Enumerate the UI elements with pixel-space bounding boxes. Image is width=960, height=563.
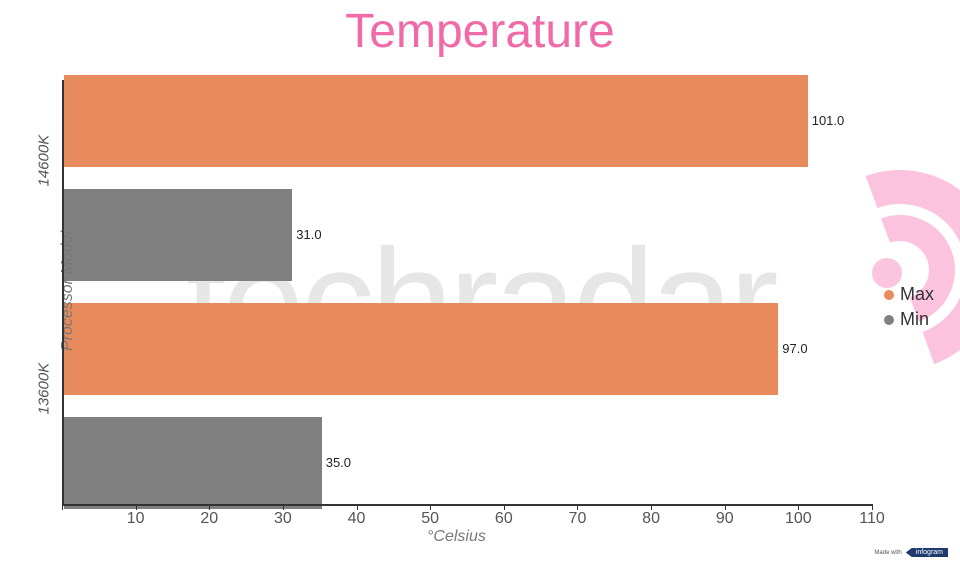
footer-prefix: Made with [874,550,901,556]
bar-value-label: 31.0 [296,227,321,242]
legend: Max Min [884,284,934,334]
legend-item: Max [884,284,934,305]
x-tick-label: 20 [200,510,218,528]
x-axis-line [62,504,872,506]
x-axis-title: °Celsius [427,528,486,546]
footer-brand: infogram [906,548,948,557]
legend-swatch [884,290,894,300]
bar [64,75,808,167]
x-tick-label: 30 [274,510,292,528]
y-category-label: 14600K [36,167,53,187]
x-tick-label: 40 [348,510,366,528]
bar-value-label: 97.0 [782,341,807,356]
x-tick-label: 60 [495,510,513,528]
x-tick-label: 50 [421,510,439,528]
bar-value-label: 35.0 [326,455,351,470]
x-tick-label: 10 [127,510,145,528]
y-axis-line [62,80,64,504]
x-tick-label: 90 [716,510,734,528]
footer-badge: Made with infogram [874,548,948,557]
chart-title: Temperature [0,4,960,59]
bar [64,417,322,509]
bar-value-label: 101.0 [812,113,845,128]
x-tick-mark [62,504,63,510]
x-tick-label: 110 [859,510,885,528]
legend-label: Min [900,309,929,330]
x-tick-label: 100 [785,510,812,528]
x-tick-label: 80 [642,510,660,528]
legend-swatch [884,315,894,325]
legend-item: Min [884,309,934,330]
legend-label: Max [900,284,934,305]
x-tick-label: 70 [569,510,587,528]
bar [64,303,778,395]
bar [64,189,292,281]
y-category-label: 13600K [36,395,53,415]
